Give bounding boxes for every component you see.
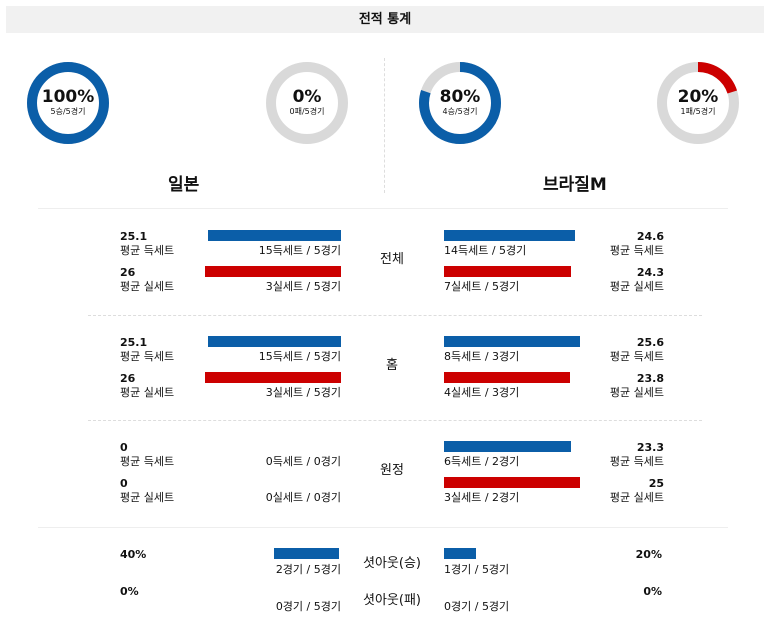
right-avg-win-label: 평균 득세트 [609,350,664,363]
left-win-caption: 15득세트 / 5경기 [258,244,341,257]
left-win-bar [207,230,341,241]
right-avg-win-value: 25.6 [636,336,664,349]
right-win-bar [444,230,575,241]
shutout-win-left-value: 40% [120,548,147,561]
section-label: 전체 [380,252,404,267]
right-avg-loss-label: 평균 실세트 [609,280,664,293]
right-win-caption: 6득세트 / 2경기 [444,455,520,468]
shutout-loss-label: 셧아웃(패) [363,593,421,608]
donut-fill [419,62,501,144]
shutout-win-right-value: 20% [635,548,662,561]
left-loss-bar [205,266,341,277]
right-avg-win-value: 24.6 [636,230,664,243]
left-avg-win-value: 25.1 [120,336,148,349]
donut-fill [27,62,109,144]
right-avg-loss-label: 평균 실세트 [609,386,664,399]
left-win-bar [207,336,341,347]
right-avg-loss-label: 평균 실세트 [609,491,664,504]
shutout-loss-right-caption: 0경기 / 5경기 [444,600,510,613]
shutout-win-label: 셧아웃(승) [363,556,421,571]
donut-record: 0패/5경기 [289,107,325,116]
section-divider [88,420,702,421]
right-win-rate-donut: 80% 4승/5경기 [418,61,502,145]
left-win-rate-donut: 100% 5승/5경기 [26,61,110,145]
right-avg-loss-value: 24.3 [636,266,664,279]
left-avg-loss-label: 평균 실세트 [120,280,175,293]
donut-percent: 100% [41,87,95,107]
right-loss-caption: 7실세트 / 5경기 [444,280,520,293]
left-team-name: 일본 [168,175,200,195]
left-loss-caption: 3실세트 / 5경기 [265,280,341,293]
left-loss-rate-donut: 0% 0패/5경기 [265,61,349,145]
divider [38,527,728,528]
stats-header: 전적 통계 [6,6,764,33]
donut-record: 5승/5경기 [50,107,86,116]
right-avg-loss-value: 23.8 [636,372,664,385]
right-loss-rate-donut: 20% 1패/5경기 [656,61,740,145]
left-avg-loss-label: 평균 실세트 [120,491,175,504]
stats-title: 전적 통계 [358,12,412,27]
left-avg-loss-label: 평균 실세트 [120,386,175,399]
donut-track [266,62,348,144]
shutout-win-left-caption: 2경기 / 5경기 [275,563,341,576]
section-divider [88,315,702,316]
left-win-caption: 0득세트 / 0경기 [265,455,341,468]
donut-percent: 0% [292,87,322,107]
donut-record: 1패/5경기 [680,107,716,116]
donut-percent: 20% [677,87,719,107]
donut-fill [657,62,739,144]
left-avg-win-label: 평균 득세트 [120,350,175,363]
donut-ring [657,62,739,144]
left-win-caption: 15득세트 / 5경기 [258,350,341,363]
right-avg-win-value: 23.3 [636,441,664,454]
left-avg-loss-value: 0 [120,477,128,490]
donut-percent: 80% [439,87,481,107]
left-avg-win-label: 평균 득세트 [120,244,175,257]
shutout-loss-right-value: 0% [643,585,662,598]
right-win-bar [444,441,571,452]
left-avg-win-label: 평균 득세트 [120,455,175,468]
shutout-win-right-bar [444,548,477,559]
left-avg-win-value: 0 [120,441,128,454]
left-avg-loss-value: 26 [120,372,136,385]
team-divider [384,58,385,193]
donut-record: 4승/5경기 [442,107,478,116]
donut-ring [27,62,109,144]
right-avg-win-label: 평균 득세트 [609,244,664,257]
right-loss-caption: 4실세트 / 3경기 [444,386,520,399]
right-loss-bar [444,372,571,383]
right-avg-win-label: 평균 득세트 [609,455,664,468]
donut-ring [266,62,348,144]
shutout-win-left-bar [274,548,339,559]
right-loss-bar [444,477,580,488]
section-label: 원정 [380,463,404,478]
right-win-caption: 8득세트 / 3경기 [444,350,520,363]
right-avg-loss-value: 25 [648,477,664,490]
right-team-name: 브라질M [543,175,607,195]
right-loss-caption: 3실세트 / 2경기 [444,491,520,504]
shutout-loss-left-caption: 0경기 / 5경기 [275,600,341,613]
left-avg-win-value: 25.1 [120,230,148,243]
section-label: 홈 [386,358,398,373]
right-win-caption: 14득세트 / 5경기 [444,244,527,257]
left-avg-loss-value: 26 [120,266,136,279]
right-loss-bar [444,266,572,277]
left-loss-caption: 0실세트 / 0경기 [265,491,341,504]
divider [38,208,728,209]
shutout-win-right-caption: 1경기 / 5경기 [444,563,510,576]
shutout-loss-left-value: 0% [120,585,139,598]
donut-ring [419,62,501,144]
left-loss-bar [205,372,341,383]
right-win-bar [444,336,580,347]
left-loss-caption: 3실세트 / 5경기 [265,386,341,399]
